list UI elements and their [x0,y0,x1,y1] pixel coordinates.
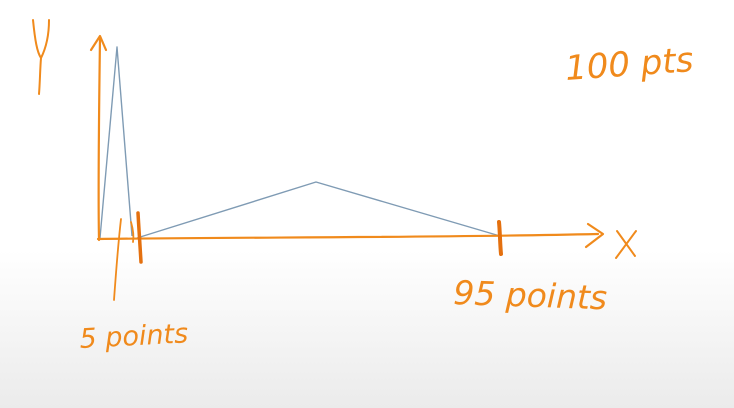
left-pointer-line [113,218,122,301]
left-tick-mark [136,211,143,264]
x-label-glyph [615,230,637,259]
total-points-label: 100 pts [564,40,695,89]
y-axis-arrowhead [89,34,108,52]
left-cluster-label: 5 points [79,318,189,355]
tall-narrow-peak [99,46,133,239]
y-label-glyph [32,19,50,95]
x-axis-line [96,232,600,241]
wide-low-peak [136,181,501,239]
right-tick-mark [497,220,503,256]
left-pointer-hook [130,221,135,243]
bottom-fade [0,250,734,408]
right-cluster-label: 95 points [453,273,608,317]
x-axis-arrowhead [584,222,605,249]
y-axis-line [97,36,102,242]
